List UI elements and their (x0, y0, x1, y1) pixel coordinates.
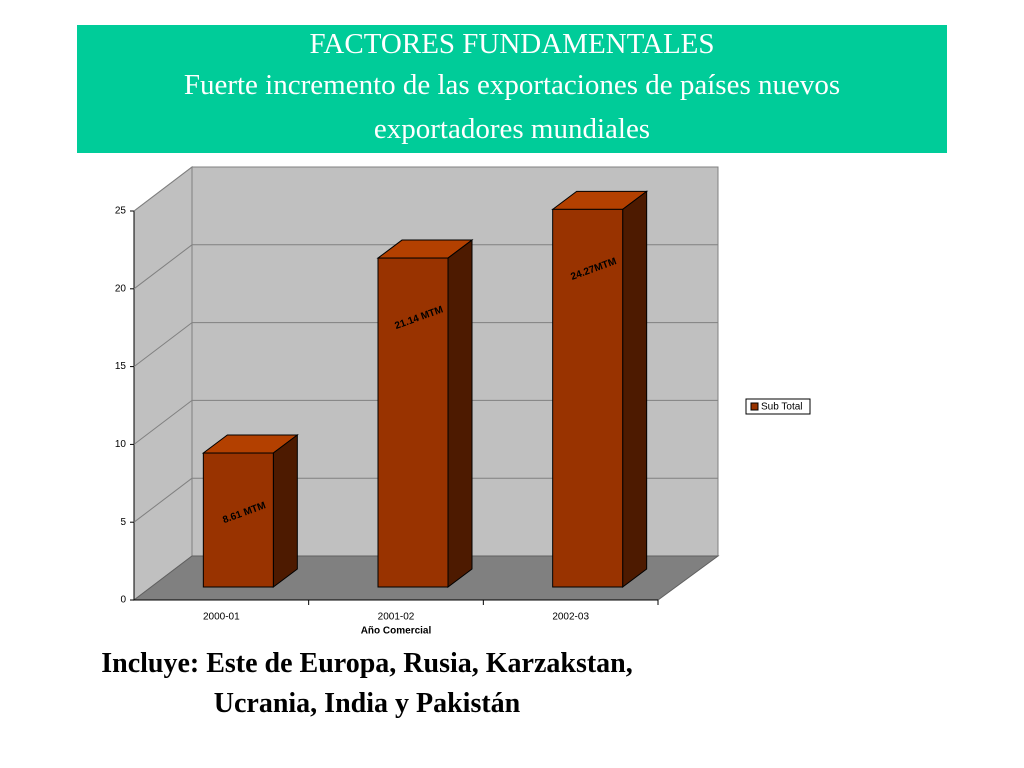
grid-line (133, 400, 193, 445)
y-tick-label: 10 (115, 439, 127, 450)
legend-label: Sub Total (761, 402, 803, 413)
x-tick-label: 2000-01 (203, 612, 240, 623)
bar (377, 257, 449, 588)
subtitle: Fuerte incremento de las exportaciones d… (183, 69, 841, 145)
header: FACTORES FUNDAMENTALES Fuerte incremento… (77, 25, 947, 153)
grid-line (133, 477, 193, 523)
grid-line (133, 244, 193, 290)
bar-side (622, 190, 648, 588)
legend (745, 398, 811, 415)
y-tick-label: 25 (115, 206, 127, 217)
note: Incluye: Este de Europa, Rusia, Karzakst… (101, 648, 633, 719)
grid-line (133, 166, 193, 212)
bar-side (272, 434, 298, 588)
side-wall (133, 165, 193, 602)
bar (202, 452, 274, 588)
grid-line (133, 322, 193, 367)
y-tick-label: 0 (120, 595, 126, 606)
x-tick-label: 2002-03 (552, 612, 589, 623)
title: FACTORES FUNDAMENTALES (309, 28, 715, 60)
x-tick-label: 2001-02 (378, 612, 415, 623)
y-tick-label: 20 (115, 283, 127, 294)
y-tick-label: 5 (120, 517, 126, 528)
y-tick-label: 15 (115, 361, 127, 372)
bar-side (447, 239, 473, 588)
bar (552, 208, 624, 588)
legend-swatch (750, 402, 759, 411)
x-axis-title: Año Comercial (361, 626, 432, 637)
